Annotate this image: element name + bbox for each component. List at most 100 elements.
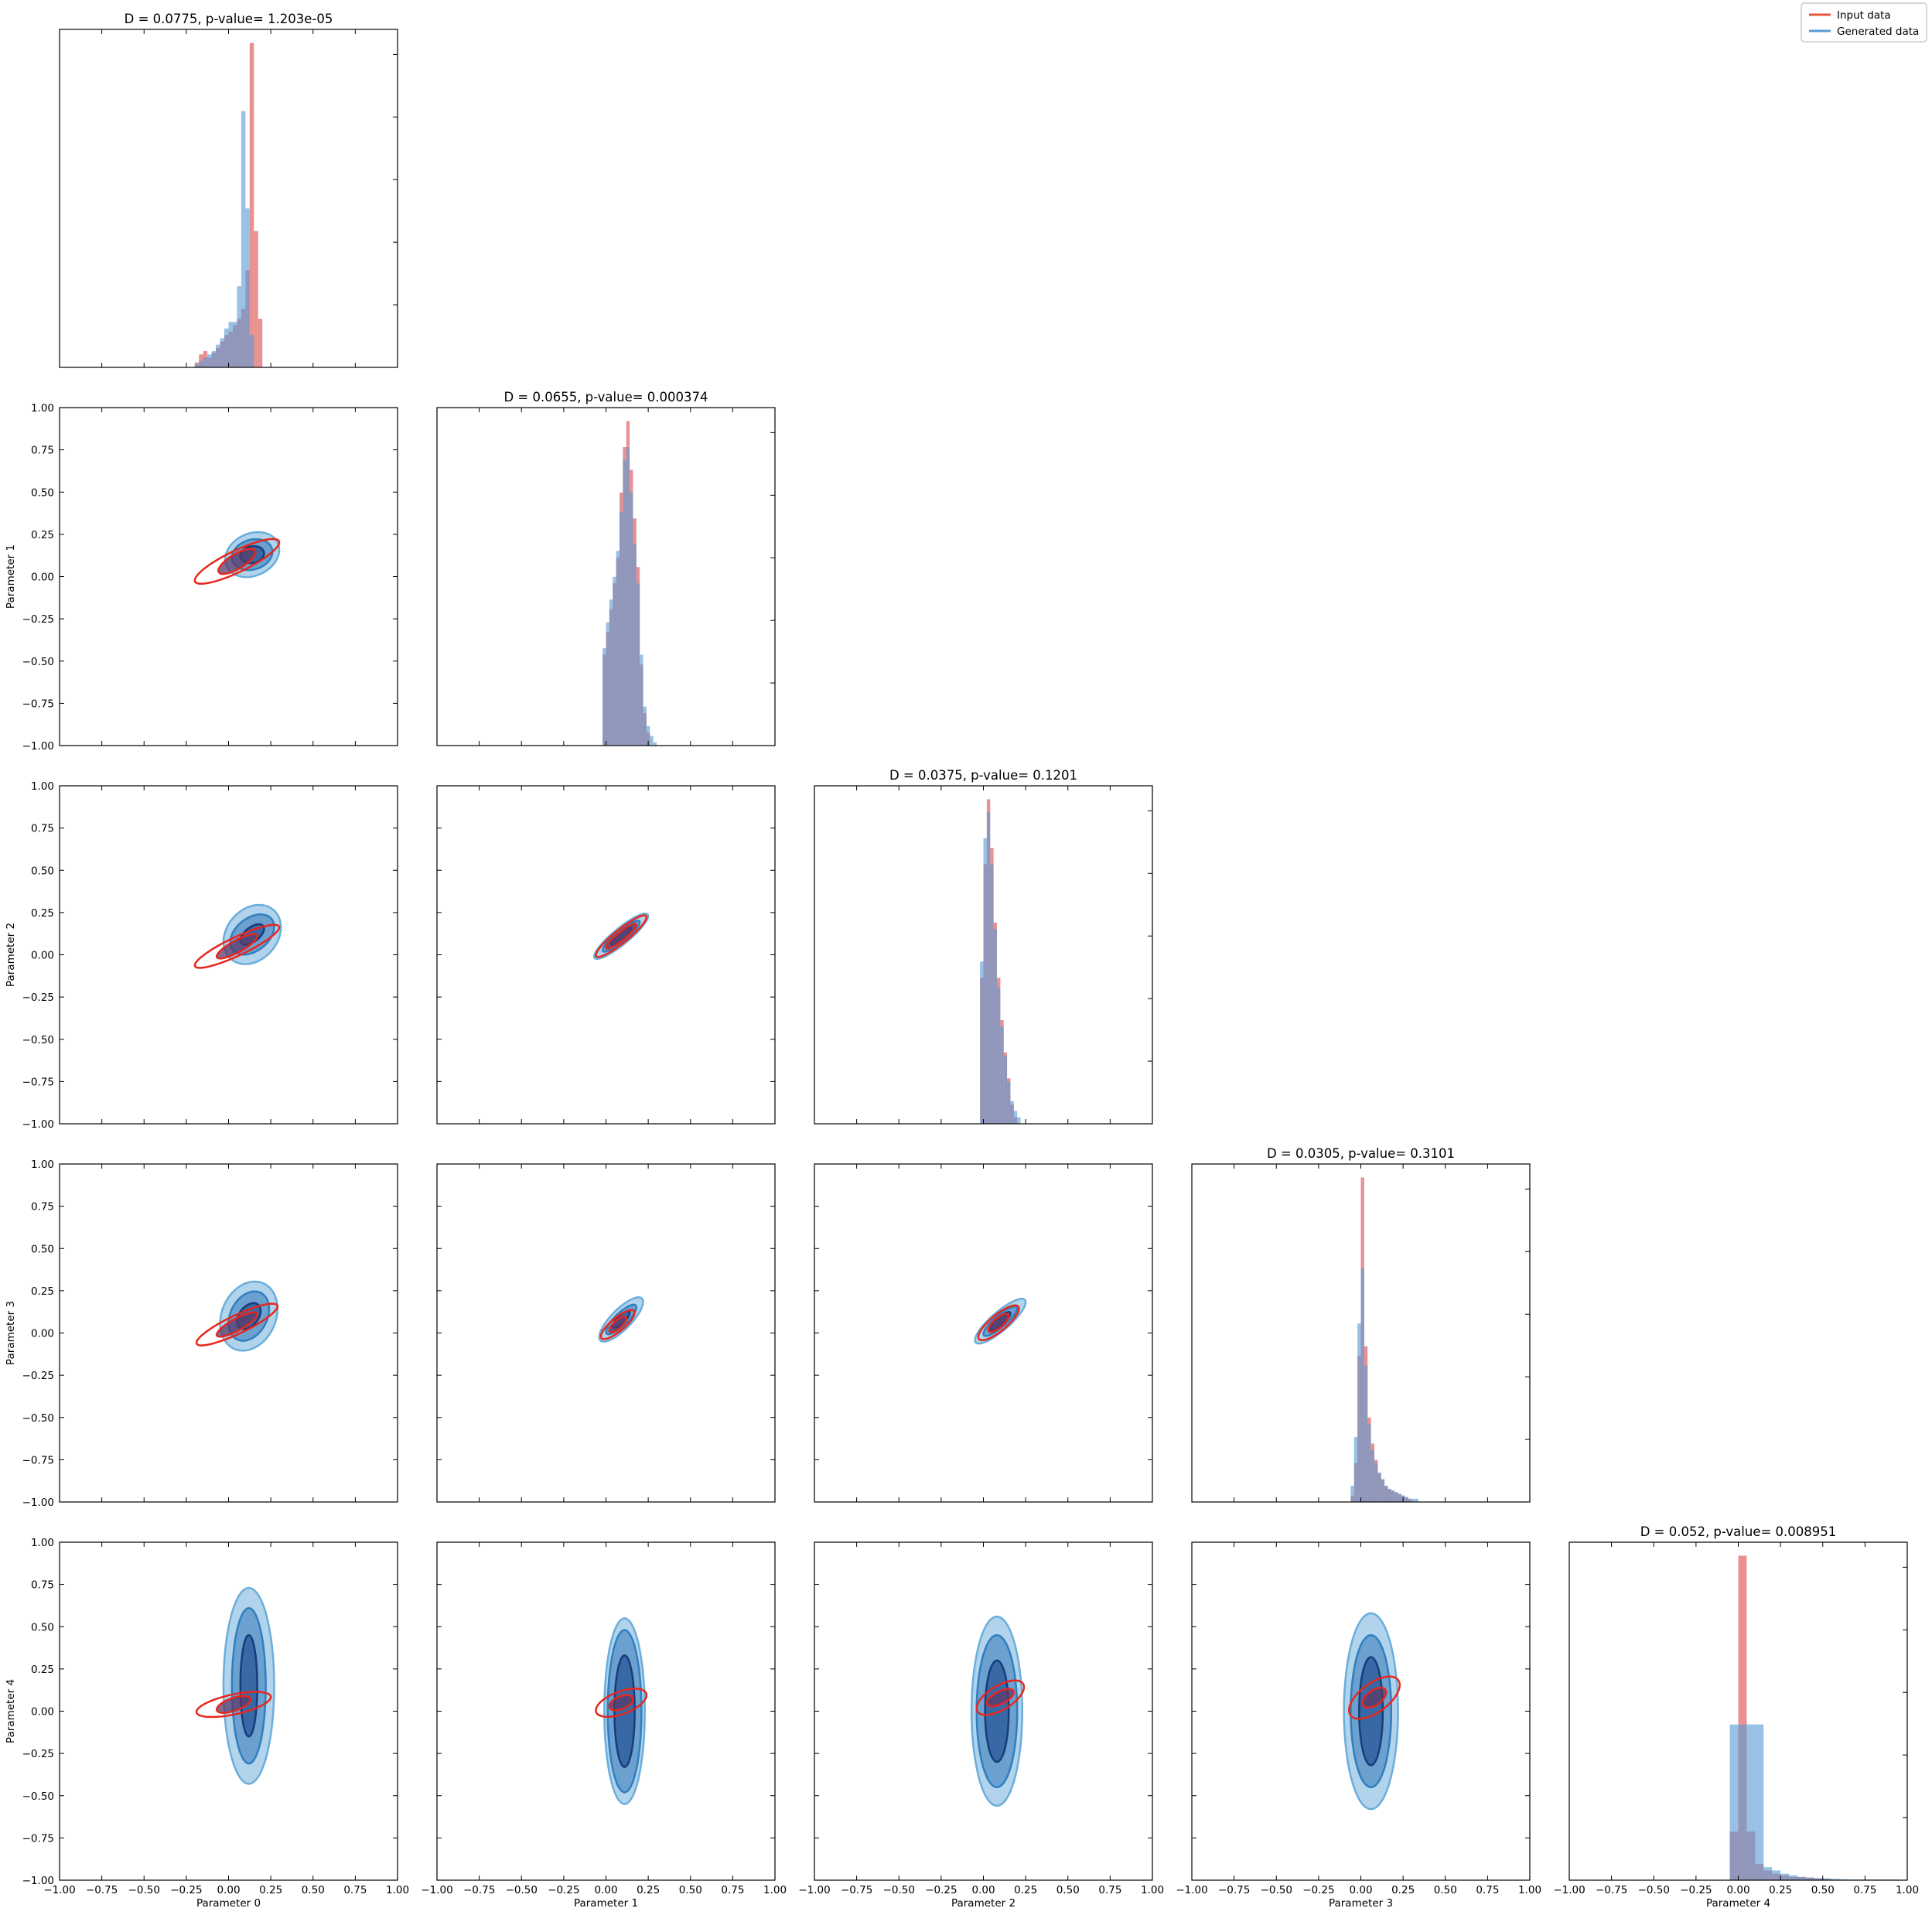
generated-hist-bar	[1000, 1026, 1004, 1124]
panel-title: D = 0.0655, p-value= 0.000374	[503, 390, 708, 404]
generated-hist-bar	[1017, 1117, 1021, 1124]
x-tick-label: −0.75	[86, 1884, 118, 1896]
generated-hist-bar	[241, 111, 246, 367]
contour-layer	[598, 1296, 644, 1343]
panel-title: D = 0.0775, p-value= 1.203e-05	[125, 12, 333, 26]
generated-hist-bar	[1789, 1875, 1797, 1880]
input-contour	[195, 1691, 272, 1719]
generated-hist-bar	[983, 838, 987, 1124]
legend-generated-label: Generated data	[1837, 26, 1919, 38]
y-tick-label: 0.50	[31, 1243, 54, 1255]
x-tick-label: −0.25	[1302, 1884, 1334, 1896]
generated-hist-bar	[1405, 1497, 1408, 1502]
y-tick-label: 0.75	[31, 1579, 54, 1592]
x-tick-label: −1.00	[421, 1884, 452, 1896]
y-tick-label: 0.00	[31, 1328, 54, 1340]
generated-hist-bar	[232, 322, 237, 367]
x-tick-label: 1.00	[1141, 1884, 1164, 1896]
x-axis-label: Parameter 0	[196, 1897, 261, 1910]
y-axis-label: Parameter 4	[5, 1679, 17, 1743]
generated-contour	[1358, 1656, 1384, 1766]
generated-hist-bar	[626, 447, 630, 746]
y-tick-label: −0.25	[22, 1370, 54, 1382]
input-contour	[608, 1316, 627, 1333]
y-tick-label: −0.50	[22, 1790, 54, 1803]
contour-panel-1-3	[436, 1163, 776, 1503]
y-tick-label: −1.00	[22, 1497, 54, 1509]
y-tick-label: 0.50	[31, 1621, 54, 1633]
diag-panel-3: D = 0.0305, p-value= 0.3101	[1191, 1146, 1531, 1503]
generated-hist-bar	[224, 328, 229, 367]
generated-hist-bar	[602, 648, 606, 746]
generated-hist-bar	[1350, 1486, 1354, 1502]
generated-hist-bar	[616, 551, 620, 746]
y-tick-label: 0.50	[31, 865, 54, 877]
x-tick-label: 0.00	[1726, 1884, 1749, 1896]
contour-layer	[195, 1586, 275, 1785]
x-tick-label: 0.75	[343, 1884, 367, 1896]
y-tick-label: 0.75	[31, 1201, 54, 1213]
generated-hist-bar	[211, 351, 217, 367]
contour-panel-3-4: −1.00 −0.75 −0.50 −0.25 0.00 0.25 0.50 0.75 1.00…	[1176, 1541, 1541, 1910]
generated-hist-bar	[986, 812, 991, 1124]
y-axis-label: Parameter 1	[5, 544, 17, 609]
generated-hist-bar	[653, 742, 657, 746]
generated-hist-bar	[1411, 1498, 1415, 1502]
generated-hist-bar	[1839, 1879, 1848, 1880]
x-tick-label: −0.50	[1261, 1884, 1292, 1896]
x-tick-label: 0.50	[1811, 1884, 1835, 1896]
x-tick-label: 0.50	[679, 1884, 702, 1896]
x-tick-label: −0.25	[170, 1884, 202, 1896]
generated-hist-bar	[623, 459, 626, 746]
generated-hist-bar	[1408, 1498, 1412, 1502]
generated-hist-bar	[1805, 1877, 1814, 1880]
x-tick-label: 0.75	[721, 1884, 744, 1896]
input-hist-bar	[1738, 1555, 1747, 1880]
contour-panel-1-4: −1.00 −0.75 −0.50 −0.25 0.00 0.25 0.50 0.75 1.00…	[421, 1541, 787, 1910]
generated-hist-bar	[1746, 1724, 1756, 1880]
generated-hist-bar	[216, 344, 220, 367]
input-hist-bar	[254, 230, 258, 367]
input-contour	[977, 1304, 1020, 1342]
generated-hist-bar	[980, 961, 984, 1124]
generated-hist-bar	[1780, 1873, 1790, 1880]
x-tick-label: 0.00	[971, 1884, 995, 1896]
y-tick-label: 0.25	[31, 1664, 54, 1676]
x-tick-label: −0.50	[128, 1884, 160, 1896]
input-hist-bar	[249, 43, 254, 367]
y-tick-label: −0.50	[22, 1412, 54, 1425]
generated-hist-bar	[1010, 1101, 1014, 1124]
y-axis-label: Parameter 2	[5, 923, 17, 987]
y-tick-label: 0.25	[31, 529, 54, 541]
x-tick-label: 0.25	[1014, 1884, 1037, 1896]
input-contour	[987, 1312, 1010, 1333]
generated-hist-bar	[1384, 1486, 1388, 1502]
x-tick-label: 1.00	[1896, 1884, 1919, 1896]
panel-frame	[59, 29, 398, 368]
x-tick-label: 0.00	[217, 1884, 240, 1896]
y-tick-label: −0.75	[22, 1832, 54, 1845]
x-tick-label: 0.25	[637, 1884, 660, 1896]
x-tick-label: −0.25	[1680, 1884, 1712, 1896]
input-contour	[193, 538, 281, 585]
generated-hist-bar	[630, 492, 633, 746]
input-contour	[975, 1679, 1026, 1716]
contour-panel-0-1: −1.00 −0.75 −0.50 −0.25 0.00 0.25 0.50 0.75 1.00…	[5, 402, 398, 753]
x-tick-label: −0.50	[883, 1884, 915, 1896]
input-contour	[985, 1688, 1015, 1708]
generated-hist-bar	[245, 208, 250, 367]
y-tick-label: −0.75	[22, 698, 54, 710]
y-tick-label: 0.00	[31, 950, 54, 962]
y-tick-label: −0.50	[22, 1034, 54, 1046]
generated-hist-bar	[1003, 1055, 1008, 1124]
generated-hist-bar	[199, 360, 203, 367]
y-tick-label: 0.75	[31, 823, 54, 835]
y-tick-label: −0.50	[22, 656, 54, 668]
input-contour	[1361, 1686, 1388, 1709]
x-tick-label: −0.75	[1596, 1884, 1627, 1896]
generated-hist-bar	[1377, 1473, 1381, 1502]
generated-hist-bar	[1729, 1724, 1739, 1880]
y-tick-label: −1.00	[22, 740, 54, 753]
contour-layer	[970, 1615, 1026, 1807]
generated-hist-bar	[996, 987, 1001, 1124]
